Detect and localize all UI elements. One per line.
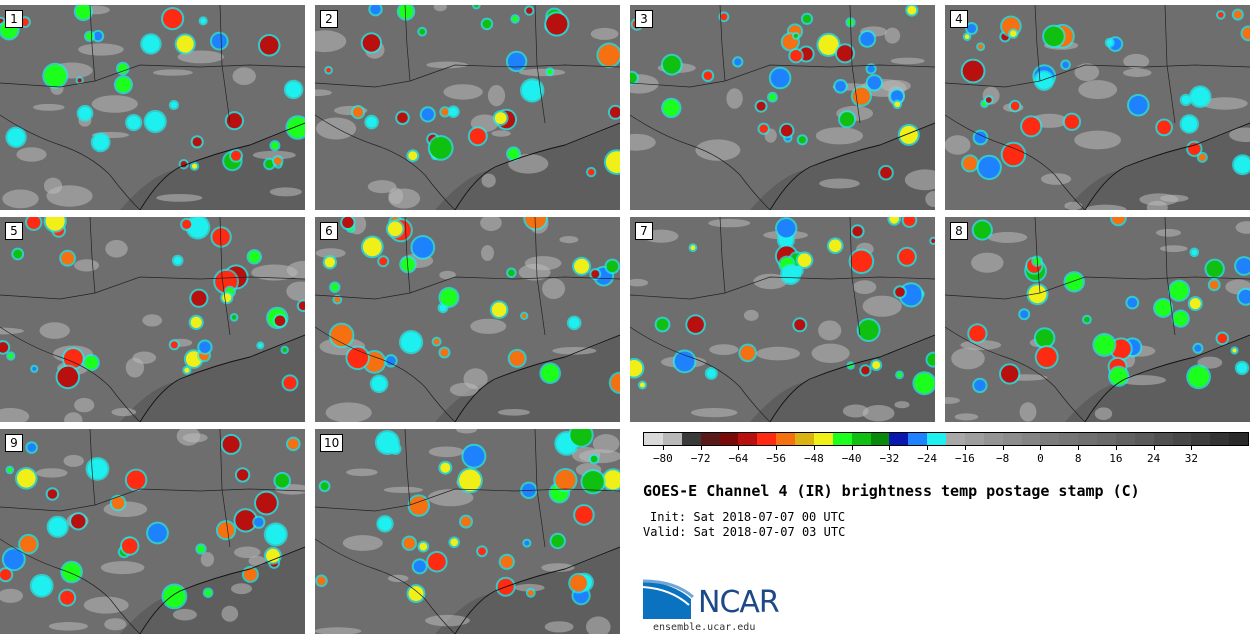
colorbar-segment [1229,433,1248,445]
colorbar-segment [964,433,984,445]
colorbar-tick [776,445,778,450]
panel-6: 6 [315,217,620,422]
figure-title: GOES-E Channel 4 (IR) brightness temp po… [643,482,1140,500]
colorbar-tick [1040,445,1042,450]
colorbar-segment [681,433,701,445]
panel-10: 10 [315,429,620,634]
colorbar-tick-label: 16 [1109,452,1123,465]
colorbar-segment [983,433,1003,445]
colorbar-tick [813,445,815,450]
colorbar-tick [1078,445,1080,450]
colorbar [643,432,1249,446]
colorbar-tick [889,445,891,450]
colorbar-segment [719,433,739,445]
colorbar-tick [1115,445,1117,450]
panel-label: 9 [5,434,23,452]
colorbar-tick-label: −80 [652,452,673,465]
colorbar-tick-label: −16 [954,452,975,465]
valid-time: Valid: Sat 2018-07-07 03 UTC [643,525,846,539]
colorbar-segment [870,433,890,445]
colorbar-segment [700,433,720,445]
colorbar-tick-label: 24 [1147,452,1161,465]
colorbar-segment [908,433,928,445]
panel-label: 5 [5,222,23,240]
panel-1: 1 [0,5,305,210]
panel-2: 2 [315,5,620,210]
colorbar-tick [1153,445,1155,450]
colorbar-segment [813,433,833,445]
colorbar-segment [1002,433,1022,445]
colorbar-segment [738,433,758,445]
colorbar-segment [1210,433,1230,445]
colorbar-tick [662,445,664,450]
colorbar-segment [1153,433,1173,445]
colorbar-tick-label: −8 [996,452,1010,465]
colorbar-segment [1078,433,1097,445]
colorbar-segment [889,433,909,445]
colorbar-tick [1002,445,1004,450]
panel-label: 2 [320,10,338,28]
panel-9: 9 [0,429,305,634]
colorbar-segment [851,433,871,445]
colorbar-segment [1172,433,1192,445]
colorbar-segment [795,433,814,445]
colorbar-segment [1059,433,1079,445]
colorbar-tick-label: −24 [917,452,938,465]
colorbar-tick-label: −72 [690,452,711,465]
colorbar-tick-label: −48 [803,452,824,465]
colorbar-tick-label: −32 [879,452,900,465]
colorbar-tick [964,445,966,450]
panel-label: 4 [950,10,968,28]
colorbar-tick [851,445,853,450]
colorbar-tick [1191,445,1193,450]
colorbar-segment [832,433,852,445]
colorbar-segment [1021,433,1041,445]
logo-url: ensemble.ucar.edu [653,622,756,633]
colorbar-tick [738,445,740,450]
init-time: Init: Sat 2018-07-07 00 UTC [650,510,846,524]
logo-wordmark: NCAR [698,585,780,620]
colorbar-tick-label: 8 [1074,452,1082,465]
colorbar-tick [927,445,929,450]
colorbar-tick-label: 32 [1184,452,1198,465]
colorbar-segment [776,433,795,445]
colorbar-segment [644,433,663,445]
ncar-logo-icon [643,579,694,619]
panel-label: 3 [635,10,653,28]
panel-label: 7 [635,222,653,240]
panel-label: 6 [320,222,338,240]
colorbar-segment [1115,433,1135,445]
colorbar-tick-label: −64 [728,452,749,465]
colorbar-segment [1134,433,1154,445]
colorbar-segment [1097,433,1116,445]
panel-8: 8 [945,217,1250,422]
colorbar-segment [927,433,946,445]
colorbar-segment [757,433,777,445]
panel-label: 10 [320,434,344,452]
panel-label: 8 [950,222,968,240]
colorbar-tick-label: −56 [766,452,787,465]
panel-5: 5 [0,217,305,422]
panel-label: 1 [5,10,23,28]
colorbar-segment [1191,433,1211,445]
colorbar-segment [662,433,682,445]
colorbar-tick-label: −40 [841,452,862,465]
colorbar-tick-label: 0 [1037,452,1044,465]
colorbar-tick [700,445,702,450]
panel-7: 7 [630,217,935,422]
panel-3: 3 [630,5,935,210]
panel-4: 4 [945,5,1250,210]
colorbar-segment [1040,433,1060,445]
colorbar-segment [946,433,965,445]
